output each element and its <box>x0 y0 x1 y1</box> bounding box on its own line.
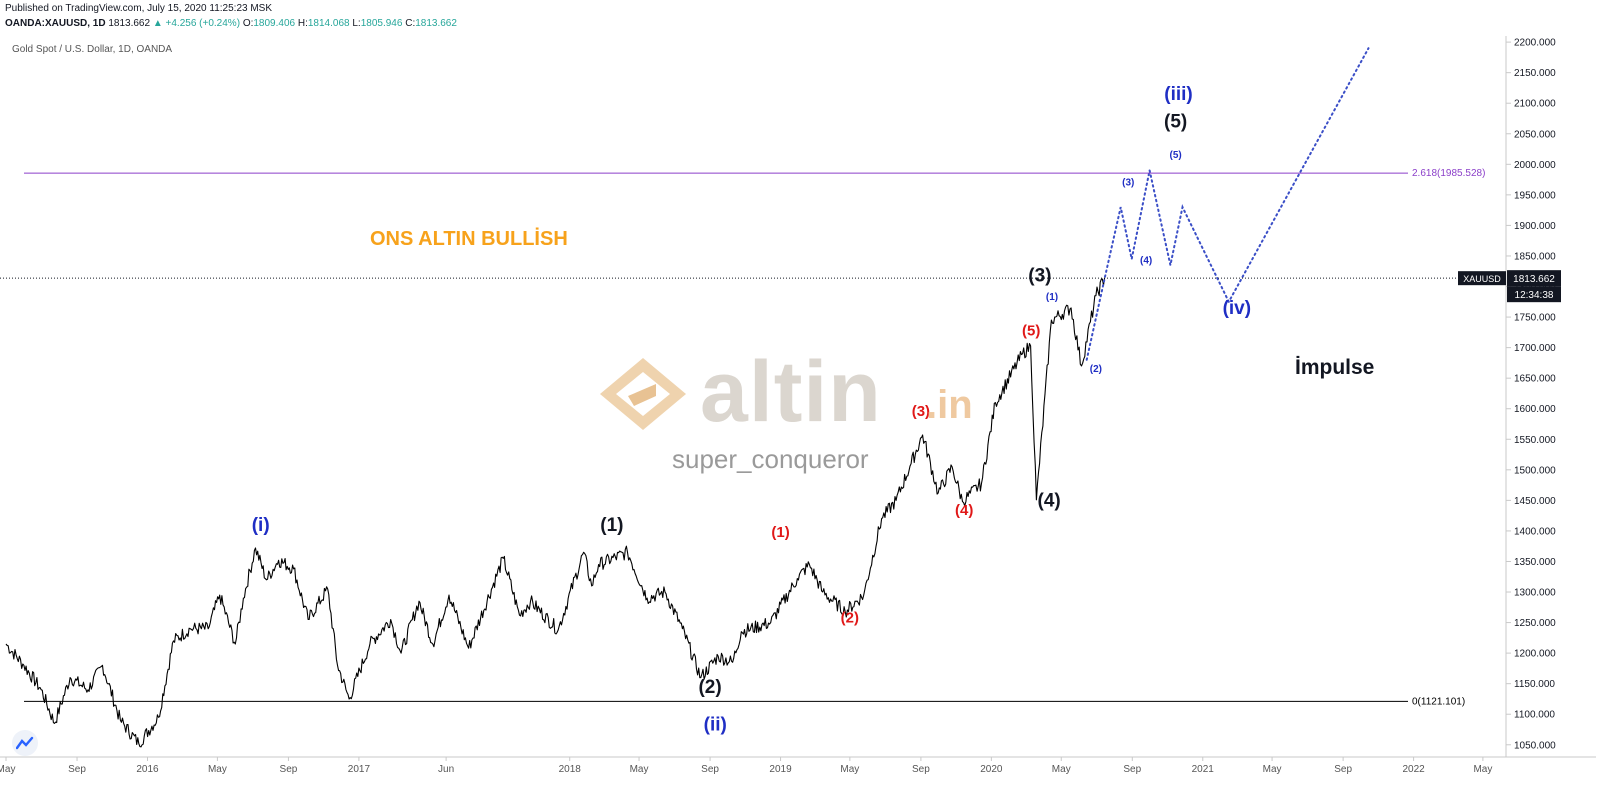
wave-label: (iii) <box>1164 84 1193 105</box>
symbol-name: OANDA:XAUUSD, 1D <box>5 18 106 29</box>
x-tick-label: May <box>0 764 15 775</box>
wave-label: (4) <box>955 502 973 519</box>
y-tick-label: 2050.000 <box>1514 129 1556 140</box>
high-value: 1814.068 <box>307 18 350 29</box>
price-tag-symbol-bg <box>1458 271 1506 286</box>
y-tick-label: 1600.000 <box>1514 404 1556 415</box>
x-tick-label: 2018 <box>559 764 582 775</box>
x-tick-label: Sep <box>1334 764 1352 775</box>
wave-label: (5) <box>1164 112 1187 133</box>
wave-label: (3) <box>912 403 930 420</box>
watermark-tld: .in <box>926 383 973 427</box>
y-tick-label: 1900.000 <box>1514 221 1556 232</box>
high-label: H: <box>297 18 308 29</box>
low-label: L: <box>352 18 361 29</box>
wave-label: (2) <box>841 610 859 627</box>
wave-label: (4) <box>1038 490 1061 511</box>
y-tick-label: 2000.000 <box>1514 160 1556 171</box>
altin-logo-icon <box>598 356 688 432</box>
wave-label: (ii) <box>704 715 727 736</box>
y-tick-label: 1300.000 <box>1514 588 1556 599</box>
x-tick-label: 2022 <box>1402 764 1425 775</box>
y-tick-label: 1200.000 <box>1514 649 1556 660</box>
y-tick-label: 1350.000 <box>1514 557 1556 568</box>
y-tick-label: 1950.000 <box>1514 190 1556 201</box>
y-tick-label: 1100.000 <box>1514 710 1555 721</box>
x-tick-label: May <box>1473 764 1492 775</box>
y-tick-label: 1400.000 <box>1514 526 1556 537</box>
published-info: Published on TradingView.com, July 15, 2… <box>5 3 273 14</box>
y-tick-label: 1500.000 <box>1514 465 1556 476</box>
wave-label: (4) <box>1140 255 1152 266</box>
wave-label: (1) <box>771 524 789 541</box>
low-value: 1805.946 <box>360 18 403 29</box>
y-tick-label: 1250.000 <box>1514 618 1556 629</box>
wave-label: (2) <box>1090 364 1102 375</box>
level-label: 0(1121.101) <box>1412 696 1465 707</box>
x-tick-label: Sep <box>280 764 298 775</box>
last-price: 1813.662 <box>108 18 151 29</box>
x-tick-label: Sep <box>701 764 719 775</box>
symbol-quote-line: OANDA:XAUUSD, 1D 1813.662 ▲ +4.256 (+0.2… <box>5 18 457 29</box>
x-tick-label: Sep <box>1123 764 1141 775</box>
annotation-bullish: ONS ALTIN BULLİSH <box>370 228 568 250</box>
published-header: Published on TradingView.com, July 15, 2… <box>0 0 1600 34</box>
x-tick-label: May <box>630 764 649 775</box>
x-tick-label: 2020 <box>980 764 1003 775</box>
y-tick-label: 1050.000 <box>1514 740 1556 751</box>
wave-label: (5) <box>1022 322 1040 339</box>
watermark-username: super_conqueror <box>672 444 869 474</box>
y-tick-label: 1150.000 <box>1514 679 1555 690</box>
close-value: 1813.662 <box>415 18 457 29</box>
wave-label: (2) <box>698 677 721 698</box>
wave-label: (1) <box>1046 292 1058 303</box>
open-label: O: <box>242 18 254 29</box>
x-tick-label: May <box>1263 764 1282 775</box>
price-series-line <box>5 278 1106 748</box>
y-tick-label: 1850.000 <box>1514 251 1556 262</box>
annotation-impulse: İmpulse <box>1295 356 1375 379</box>
watermark-word: altin <box>700 344 882 440</box>
price-tag-bg <box>1507 270 1561 287</box>
wave-label: (5) <box>1170 150 1182 161</box>
tradingview-logo-icon[interactable] <box>12 730 38 756</box>
y-tick-label: 2100.000 <box>1514 99 1556 110</box>
y-tick-label: 1700.000 <box>1514 343 1556 354</box>
x-tick-label: May <box>1052 764 1071 775</box>
x-tick-label: 2016 <box>136 764 159 775</box>
x-tick-label: Sep <box>912 764 930 775</box>
y-tick-label: 2200.000 <box>1514 38 1556 49</box>
wave-label: (3) <box>1122 178 1134 189</box>
x-tick-label: Sep <box>68 764 86 775</box>
close-label: C: <box>405 18 416 29</box>
up-triangle-icon: ▲ <box>152 18 163 29</box>
x-tick-label: May <box>208 764 227 775</box>
wave-label: (3) <box>1028 266 1051 287</box>
price-tag-value: 1813.662 <box>1513 274 1555 285</box>
pane-title: Gold Spot / U.S. Dollar, 1D, OANDA <box>12 44 173 55</box>
countdown-value: 12:34:38 <box>1515 290 1554 301</box>
wave-label: (iv) <box>1223 298 1252 319</box>
open-value: 1809.406 <box>253 18 296 29</box>
price-change: +4.256 (+0.24%) <box>165 18 241 29</box>
projection-path <box>1085 47 1370 361</box>
level-label: 2.618(1985.528) <box>1412 168 1485 179</box>
x-tick-label: Jun <box>438 764 454 775</box>
countdown-bg <box>1507 286 1561 303</box>
y-tick-label: 2150.000 <box>1514 68 1556 79</box>
x-tick-label: May <box>840 764 859 775</box>
y-tick-label: 1550.000 <box>1514 435 1556 446</box>
price-tag-symbol: XAUUSD <box>1463 274 1501 284</box>
wave-label: (1) <box>600 515 623 536</box>
y-tick-label: 1450.000 <box>1514 496 1556 507</box>
y-tick-label: 1650.000 <box>1514 374 1556 385</box>
x-tick-label: 2019 <box>769 764 792 775</box>
x-tick-label: 2021 <box>1192 764 1215 775</box>
x-tick-label: 2017 <box>348 764 371 775</box>
wave-label: (i) <box>252 515 270 536</box>
y-tick-label: 1750.000 <box>1514 313 1556 324</box>
